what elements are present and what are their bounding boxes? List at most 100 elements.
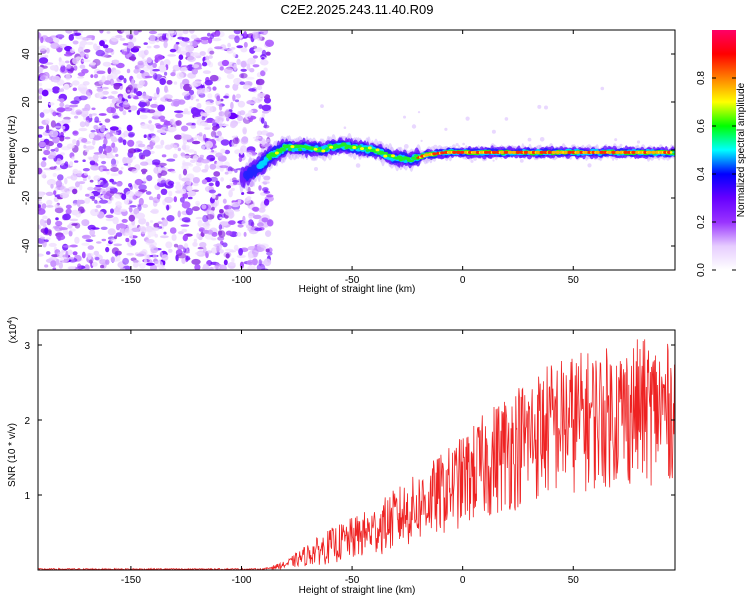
noise-dot xyxy=(136,90,143,97)
noise-dot xyxy=(248,117,253,123)
noise-dot xyxy=(94,199,98,204)
noise-dot xyxy=(403,115,406,119)
noise-dot xyxy=(197,220,203,227)
noise-dot xyxy=(78,181,86,185)
noise-dot xyxy=(64,136,71,140)
noise-dot xyxy=(114,251,119,257)
noise-dot xyxy=(115,232,123,237)
noise-dot xyxy=(100,226,108,230)
signal-peak xyxy=(595,150,600,154)
noise-dot xyxy=(57,251,65,259)
signal-peak xyxy=(507,150,513,154)
noise-dot xyxy=(168,126,177,132)
signal-peak xyxy=(539,150,544,154)
noise-dot xyxy=(126,33,134,40)
noise-dot xyxy=(140,168,148,173)
noise-dot xyxy=(228,170,233,174)
noise-dot xyxy=(90,74,94,78)
noise-dot xyxy=(150,127,154,132)
noise-dot xyxy=(83,49,91,53)
noise-dot xyxy=(94,208,98,213)
noise-dot xyxy=(159,235,169,239)
noise-dot xyxy=(225,230,233,236)
noise-dot xyxy=(59,88,65,92)
noise-dot xyxy=(104,48,114,53)
noise-dot xyxy=(519,159,524,163)
noise-dot xyxy=(82,159,86,162)
noise-dot xyxy=(42,215,48,220)
signal-peak xyxy=(669,151,673,154)
noise-dot xyxy=(228,189,233,198)
noise-dot xyxy=(225,253,230,259)
noise-dot xyxy=(59,66,69,74)
noise-dot xyxy=(41,89,49,97)
noise-dot xyxy=(138,80,145,86)
noise-dot xyxy=(40,36,44,44)
noise-dot xyxy=(111,90,118,95)
noise-dot xyxy=(130,239,137,246)
noise-dot xyxy=(89,228,96,237)
noise-dot xyxy=(90,129,96,133)
noise-dot xyxy=(84,264,90,270)
noise-dot xyxy=(198,235,203,241)
noise-dot xyxy=(106,170,110,175)
noise-dot xyxy=(224,171,229,175)
noise-dot xyxy=(72,87,78,92)
noise-dot xyxy=(122,92,129,100)
noise-dot xyxy=(205,220,210,226)
noise-dot xyxy=(122,156,127,164)
noise-dot xyxy=(68,34,75,41)
noise-dot xyxy=(209,163,217,170)
noise-dot xyxy=(239,72,248,79)
noise-dot xyxy=(134,263,142,267)
noise-dot xyxy=(180,66,188,72)
noise-dot xyxy=(76,140,80,147)
noise-dot xyxy=(212,125,218,131)
noise-dot xyxy=(40,236,46,240)
signal-peak xyxy=(499,150,505,154)
noise-dot xyxy=(110,238,116,243)
snr-scale-factor: (x104) xyxy=(7,317,19,344)
signal-track xyxy=(239,133,675,194)
noise-dot xyxy=(107,95,115,99)
noise-dot xyxy=(147,133,152,141)
noise-dot xyxy=(129,205,137,208)
colorbar-ticks: 0.0 0.2 0.4 0.6 0.8 xyxy=(696,71,736,277)
noise-dot xyxy=(207,32,211,37)
noise-dot xyxy=(133,208,140,215)
noise-dot xyxy=(187,196,193,200)
noise-dot xyxy=(182,134,192,140)
noise-dot xyxy=(45,191,54,196)
noise-dot xyxy=(177,210,181,218)
noise-dot xyxy=(211,206,215,211)
noise-dot xyxy=(165,98,169,101)
noise-dot xyxy=(142,177,147,183)
noise-dot xyxy=(65,73,71,81)
noise-dot xyxy=(152,68,160,72)
noise-dot xyxy=(122,100,129,105)
noise-dot xyxy=(230,201,240,208)
noise-dot xyxy=(74,32,82,36)
noise-dot xyxy=(205,105,214,114)
noise-dot xyxy=(142,149,151,157)
noise-dot xyxy=(105,133,111,140)
noise-dot xyxy=(193,238,198,243)
noise-dot xyxy=(127,89,131,93)
signal-peak xyxy=(424,153,429,157)
noise-dot xyxy=(148,30,158,35)
signal-peak xyxy=(383,154,388,158)
noise-dot xyxy=(56,142,63,148)
noise-dot xyxy=(179,41,183,45)
noise-dot xyxy=(59,102,65,108)
noise-dot xyxy=(58,262,63,269)
noise-dot xyxy=(230,47,236,50)
snr-x-label: Height of straight line (km) xyxy=(299,585,416,596)
noise-dot xyxy=(54,204,59,208)
noise-dot xyxy=(79,184,83,191)
noise-dot xyxy=(167,30,175,34)
noise-dot xyxy=(161,33,167,41)
noise-dot xyxy=(247,57,256,65)
noise-dot xyxy=(218,120,223,128)
noise-dot xyxy=(79,64,86,69)
signal-peak xyxy=(274,151,279,155)
